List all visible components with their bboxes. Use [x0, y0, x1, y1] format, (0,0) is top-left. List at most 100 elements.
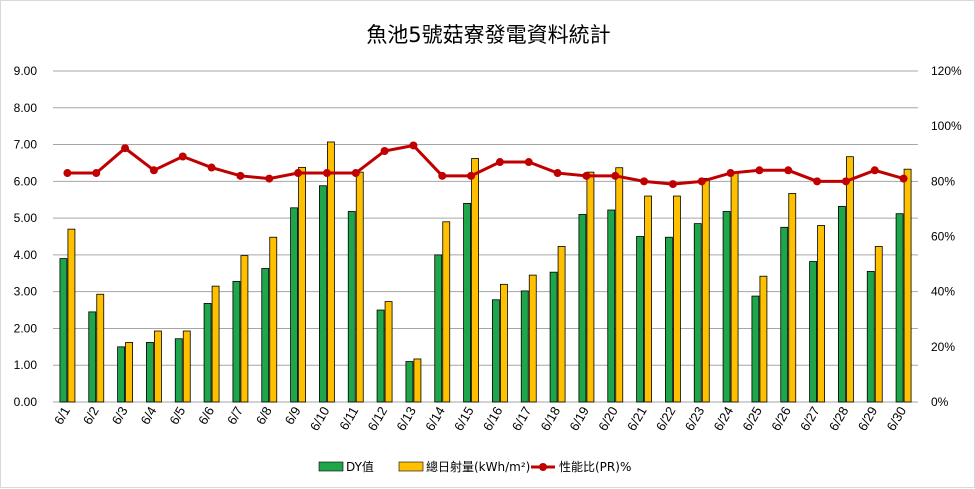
pr-point — [351, 169, 360, 178]
pr-line — [67, 143, 904, 186]
bar-dy — [838, 205, 846, 403]
bar-irradiance — [211, 285, 220, 403]
x-tick-label: 6/1 — [51, 404, 73, 427]
chart-title: 魚池5號菇寮發電資料統計 — [366, 23, 611, 47]
bar-irradiance — [500, 283, 508, 403]
pr-point — [755, 166, 764, 175]
pr-point — [149, 166, 158, 175]
y2-tick-label: 120% — [931, 64, 962, 78]
bar-irradiance — [644, 195, 652, 403]
x-tick-label: 6/14 — [422, 404, 448, 433]
pr-point — [899, 174, 908, 183]
bar-irradiance — [355, 171, 364, 403]
bar-dy — [520, 290, 529, 403]
x-tick-label: 6/26 — [768, 404, 794, 433]
y-tick-label: 2.00 — [14, 321, 38, 335]
x-tick-label: 6/17 — [509, 404, 535, 433]
x-tick-label: 6/24 — [711, 404, 737, 433]
bar-dy — [319, 185, 327, 403]
pr-point — [236, 171, 245, 180]
pr-point — [265, 174, 274, 183]
bar-dy — [59, 258, 68, 403]
bar-irradiance — [154, 330, 162, 403]
y2-tick-label: 100% — [931, 119, 962, 133]
x-tick-label: 6/22 — [653, 404, 679, 433]
bar-irradiance — [96, 293, 105, 403]
x-tick-label: 6/18 — [538, 404, 564, 433]
x-tick-label: 6/13 — [393, 404, 419, 433]
y-tick-label: 4.00 — [14, 248, 38, 262]
y-tick-label: 7.00 — [14, 138, 38, 152]
bar-irradiance — [471, 158, 479, 403]
bar-irradiance — [240, 255, 249, 403]
bar-irradiance — [442, 221, 451, 403]
bar-irradiance — [903, 168, 912, 403]
x-tick-label: 6/30 — [884, 404, 910, 433]
bar-irradiance — [182, 330, 191, 403]
bar-dy — [636, 236, 644, 403]
bar-irradiance — [528, 274, 537, 403]
x-tick-label: 6/20 — [595, 404, 621, 433]
bar-dy — [693, 223, 702, 403]
bar-dy — [376, 309, 385, 403]
legend-swatch — [318, 461, 344, 472]
bar-dy — [549, 271, 558, 403]
bar-irradiance — [615, 167, 624, 403]
pr-point — [784, 166, 793, 175]
x-tick-label: 6/10 — [307, 404, 333, 433]
y-tick-label: 9.00 — [14, 64, 38, 78]
x-tick-label: 6/23 — [682, 404, 708, 433]
pr-point — [467, 171, 476, 180]
x-tick-label: 6/12 — [365, 404, 391, 433]
bar-irradiance — [673, 195, 681, 403]
bar-dy — [347, 211, 356, 403]
bar-dy — [463, 202, 471, 403]
x-tick-label: 6/2 — [80, 404, 102, 427]
pr-point — [870, 166, 879, 175]
bar-dy — [578, 214, 587, 403]
y2-tick-label: 20% — [931, 340, 955, 354]
bar-irradiance — [874, 246, 883, 403]
bar-dy — [88, 311, 97, 403]
pr-point — [813, 177, 822, 186]
x-tick-label: 6/15 — [451, 404, 477, 433]
bar-dy — [895, 213, 904, 403]
pr-point — [63, 169, 72, 178]
bar-dy — [117, 346, 125, 403]
bar-irradiance — [125, 342, 133, 403]
y2-tick-label: 0% — [931, 395, 949, 409]
pr-point — [178, 152, 187, 161]
x-tick-label: 6/27 — [797, 404, 823, 433]
pr-point — [640, 177, 649, 186]
x-tick-label: 6/6 — [195, 404, 217, 427]
bar-dy — [232, 280, 241, 403]
y-tick-label: 0.00 — [14, 395, 38, 409]
bar-irradiance — [413, 358, 422, 403]
pr-point — [668, 180, 677, 189]
pr-point — [611, 171, 620, 180]
legend-label: DY值 — [346, 459, 374, 474]
pr-point — [92, 169, 101, 178]
legend-label: 性能比(PR)% — [559, 460, 631, 474]
pr-point — [322, 169, 331, 178]
legend-swatch-marker — [539, 463, 547, 471]
pr-point — [495, 158, 504, 167]
x-tick-label: 6/25 — [739, 404, 765, 433]
bar-dy — [290, 207, 298, 403]
bar-dy — [866, 271, 875, 403]
pr-point — [380, 146, 389, 155]
pr-point — [524, 158, 533, 167]
x-tick-label: 6/8 — [253, 404, 275, 427]
y2-tick-label: 40% — [931, 285, 955, 299]
y2-tick-label: 60% — [931, 230, 955, 244]
bar-irradiance — [327, 141, 335, 403]
y-tick-label: 1.00 — [14, 358, 38, 372]
bar-dy — [665, 236, 673, 403]
bar-irradiance — [788, 193, 797, 403]
pr-point — [841, 177, 850, 186]
bar-irradiance — [67, 228, 76, 403]
y-tick-label: 3.00 — [14, 285, 38, 299]
pr-point — [697, 177, 706, 186]
x-tick-label: 6/28 — [826, 404, 852, 433]
